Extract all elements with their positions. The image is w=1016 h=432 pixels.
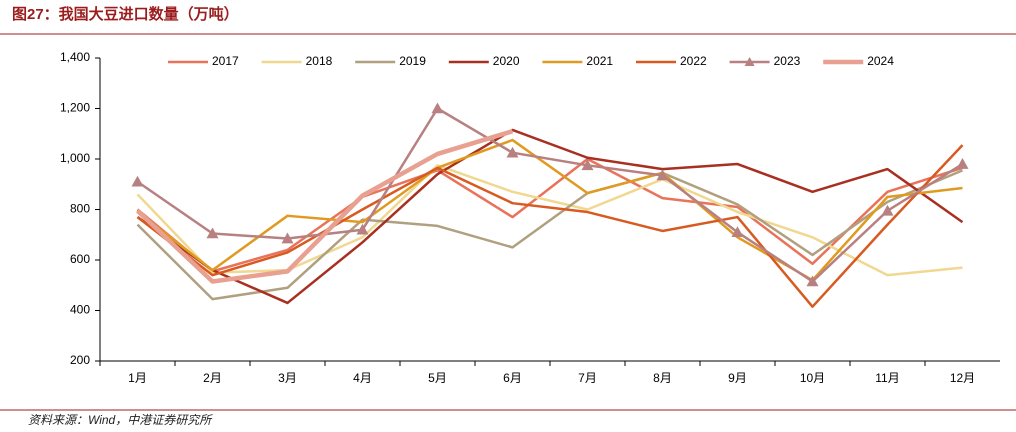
x-tick-label: 8月 [653, 371, 672, 385]
point-marker [731, 226, 744, 238]
x-tick-label: 3月 [278, 371, 297, 385]
chart-title: 图27：我国大豆进口数量（万吨） [12, 5, 239, 23]
x-tick-label: 2月 [203, 371, 222, 385]
point-marker [956, 158, 969, 169]
point-marker [356, 223, 369, 235]
y-tick-label: 1,400 [60, 50, 90, 64]
y-tick-label: 400 [70, 303, 90, 317]
source: 资料来源：Wind，中港证券研究所 [28, 413, 213, 427]
legend-label: 2023 [774, 54, 801, 68]
y-tick-label: 200 [70, 353, 90, 367]
series-line [135, 129, 514, 284]
point-marker [881, 204, 894, 216]
x-tick-label: 9月 [728, 371, 747, 385]
series-line [136, 138, 963, 282]
legend-label: 2024 [867, 54, 894, 68]
legend-label: 2017 [212, 54, 239, 68]
point-marker [581, 159, 594, 171]
legend-label: 2020 [493, 54, 520, 68]
series-line [136, 169, 963, 301]
y-tick-label: 600 [70, 252, 90, 266]
y-tick-label: 800 [70, 202, 90, 216]
point-marker [431, 102, 444, 114]
x-tick-label: 1月 [128, 371, 147, 385]
legend-marker [744, 57, 755, 66]
y-tick-label: 1,000 [60, 151, 90, 165]
point-marker [206, 227, 219, 239]
series-line [136, 157, 963, 273]
x-tick-label: 7月 [578, 371, 597, 385]
x-tick-label: 11月 [875, 371, 899, 385]
point-marker [281, 232, 294, 244]
series-line [136, 107, 964, 283]
legend-label: 2022 [680, 54, 707, 68]
series-line [136, 144, 964, 308]
series-line [136, 128, 964, 305]
legend-label: 2019 [399, 54, 426, 68]
x-tick-label: 5月 [428, 371, 447, 385]
point-marker [506, 146, 519, 158]
x-tick-label: 10月 [800, 371, 825, 385]
y-tick-label: 1,200 [60, 101, 90, 115]
point-marker [656, 169, 669, 181]
x-tick-label: 4月 [353, 371, 372, 385]
point-marker [806, 275, 819, 287]
legend-label: 2018 [306, 54, 333, 68]
x-tick-label: 6月 [503, 371, 522, 385]
x-tick-label: 12月 [950, 371, 975, 385]
series-line [136, 164, 963, 277]
legend-label: 2021 [586, 54, 613, 68]
point-marker [131, 175, 144, 187]
